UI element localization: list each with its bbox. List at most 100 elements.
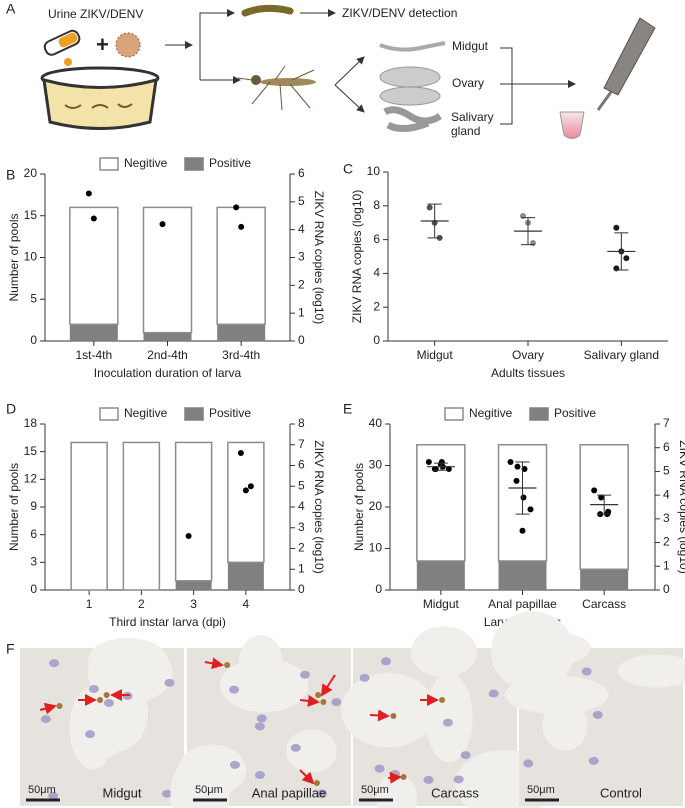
scale-bar-label: 50μm: [195, 784, 223, 796]
bar: [143, 332, 192, 341]
stained-cell: [320, 699, 327, 705]
y2-tick-label: 6: [298, 166, 305, 180]
data-point: [507, 458, 514, 465]
nucleus: [164, 678, 175, 687]
x-axis-label: Third instar larva (dpi): [109, 615, 226, 629]
nucleus: [290, 743, 301, 752]
plus: +: [96, 32, 109, 57]
legend-label: Positive: [554, 406, 596, 420]
y-tick-label: 5: [30, 291, 37, 305]
panel-label: F: [6, 641, 15, 657]
y2-axis-label: ZIKV RNA copies (log10): [677, 440, 685, 573]
tissue: [87, 643, 173, 703]
y-tick-label: 20: [369, 499, 383, 513]
x-axis-label: Inoculation duration of larva: [94, 366, 242, 380]
y-axis-label: Number of pools: [7, 213, 21, 301]
red-arrow: [299, 769, 315, 785]
y2-tick-label: 2: [298, 278, 305, 292]
legend-swatch: [99, 157, 119, 171]
y-tick-label: 6: [373, 232, 380, 246]
x-tick-label: 1st-4th: [75, 348, 112, 362]
nucleus: [161, 789, 172, 798]
legend-label: Positive: [209, 156, 251, 170]
y-tick-label: 0: [373, 333, 380, 347]
pipette-tip: [596, 91, 613, 111]
y2-tick-label: 0: [663, 582, 670, 596]
y2-tick-label: 2: [298, 541, 305, 555]
red-arrow: [369, 709, 390, 722]
y2-tick-label: 0: [298, 333, 305, 347]
stained-cell: [313, 780, 320, 786]
panel-label: E: [343, 401, 352, 417]
tube-icon: [559, 111, 585, 139]
x-tick-label: Midgut: [417, 348, 454, 362]
data-point: [513, 477, 520, 484]
x-tick-label: Anal papillae: [488, 597, 557, 611]
red-arrow: [387, 771, 402, 784]
legend-swatch: [444, 407, 464, 421]
bar: [227, 562, 264, 590]
data-point: [242, 487, 249, 494]
x-tick-label: 1: [86, 597, 93, 611]
legend-label: Positive: [209, 406, 251, 420]
nucleus: [588, 756, 599, 765]
mosquito-icon: [237, 65, 316, 111]
x-tick-label: 2nd-4th: [147, 348, 188, 362]
panel-label: C: [343, 161, 353, 177]
tissue: [340, 673, 436, 748]
tissue: [425, 672, 473, 763]
panel-label: B: [6, 167, 15, 183]
tissue-label: Salivary gland: [451, 110, 494, 138]
bar: [217, 324, 266, 341]
y2-tick-label: 5: [663, 464, 670, 478]
data-point: [519, 527, 526, 534]
y-tick-label: 18: [24, 416, 38, 430]
x-tick-label: 3rd-4th: [222, 348, 260, 362]
urine-label: Urine: [48, 7, 77, 21]
tissue-label: Midgut: [452, 39, 489, 53]
x-tick-label: Ovary: [512, 348, 544, 362]
bar: [142, 206, 193, 334]
y-tick-label: 10: [367, 164, 381, 178]
arrow: [334, 56, 365, 86]
y-tick-label: 6: [30, 527, 37, 541]
panel-label: A: [6, 1, 16, 17]
stained-cell: [103, 692, 110, 698]
virus-label: ZIKV/DENV: [80, 7, 143, 21]
stained-cell: [224, 662, 231, 668]
bar: [175, 580, 212, 590]
data-point: [514, 463, 521, 470]
y-tick-label: 3: [30, 555, 37, 569]
data-point: [85, 190, 92, 197]
y2-tick-label: 3: [298, 250, 305, 264]
data-point: [623, 255, 630, 262]
pipette-icon: [603, 17, 656, 96]
y2-tick-label: 4: [298, 222, 305, 236]
data-point: [159, 221, 166, 228]
bar: [227, 441, 265, 564]
y-axis-label: Number of pools: [7, 463, 21, 551]
arrow: [199, 9, 235, 80]
data-point: [233, 204, 240, 211]
nucleus: [48, 791, 59, 800]
y-tick-label: 20: [24, 166, 38, 180]
bar: [498, 560, 547, 590]
nucleus: [254, 722, 265, 731]
virus-icon: [115, 32, 141, 58]
gland-icon: [383, 106, 442, 132]
nucleus: [380, 657, 391, 666]
micrograph-label: Carcass: [431, 785, 479, 800]
bar: [122, 441, 161, 591]
y2-tick-label: 3: [663, 511, 670, 525]
data-point: [591, 487, 598, 494]
nucleus: [103, 698, 114, 707]
stained-cell: [97, 697, 104, 703]
tissue: [505, 675, 609, 714]
bar: [174, 441, 213, 582]
y-tick-label: 0: [30, 582, 37, 596]
bracket: [500, 47, 513, 125]
micrographs: F 50μm Midgut 50μm Anal papillae 50μm Carcass…: [6, 611, 685, 808]
tissue: [410, 626, 477, 678]
